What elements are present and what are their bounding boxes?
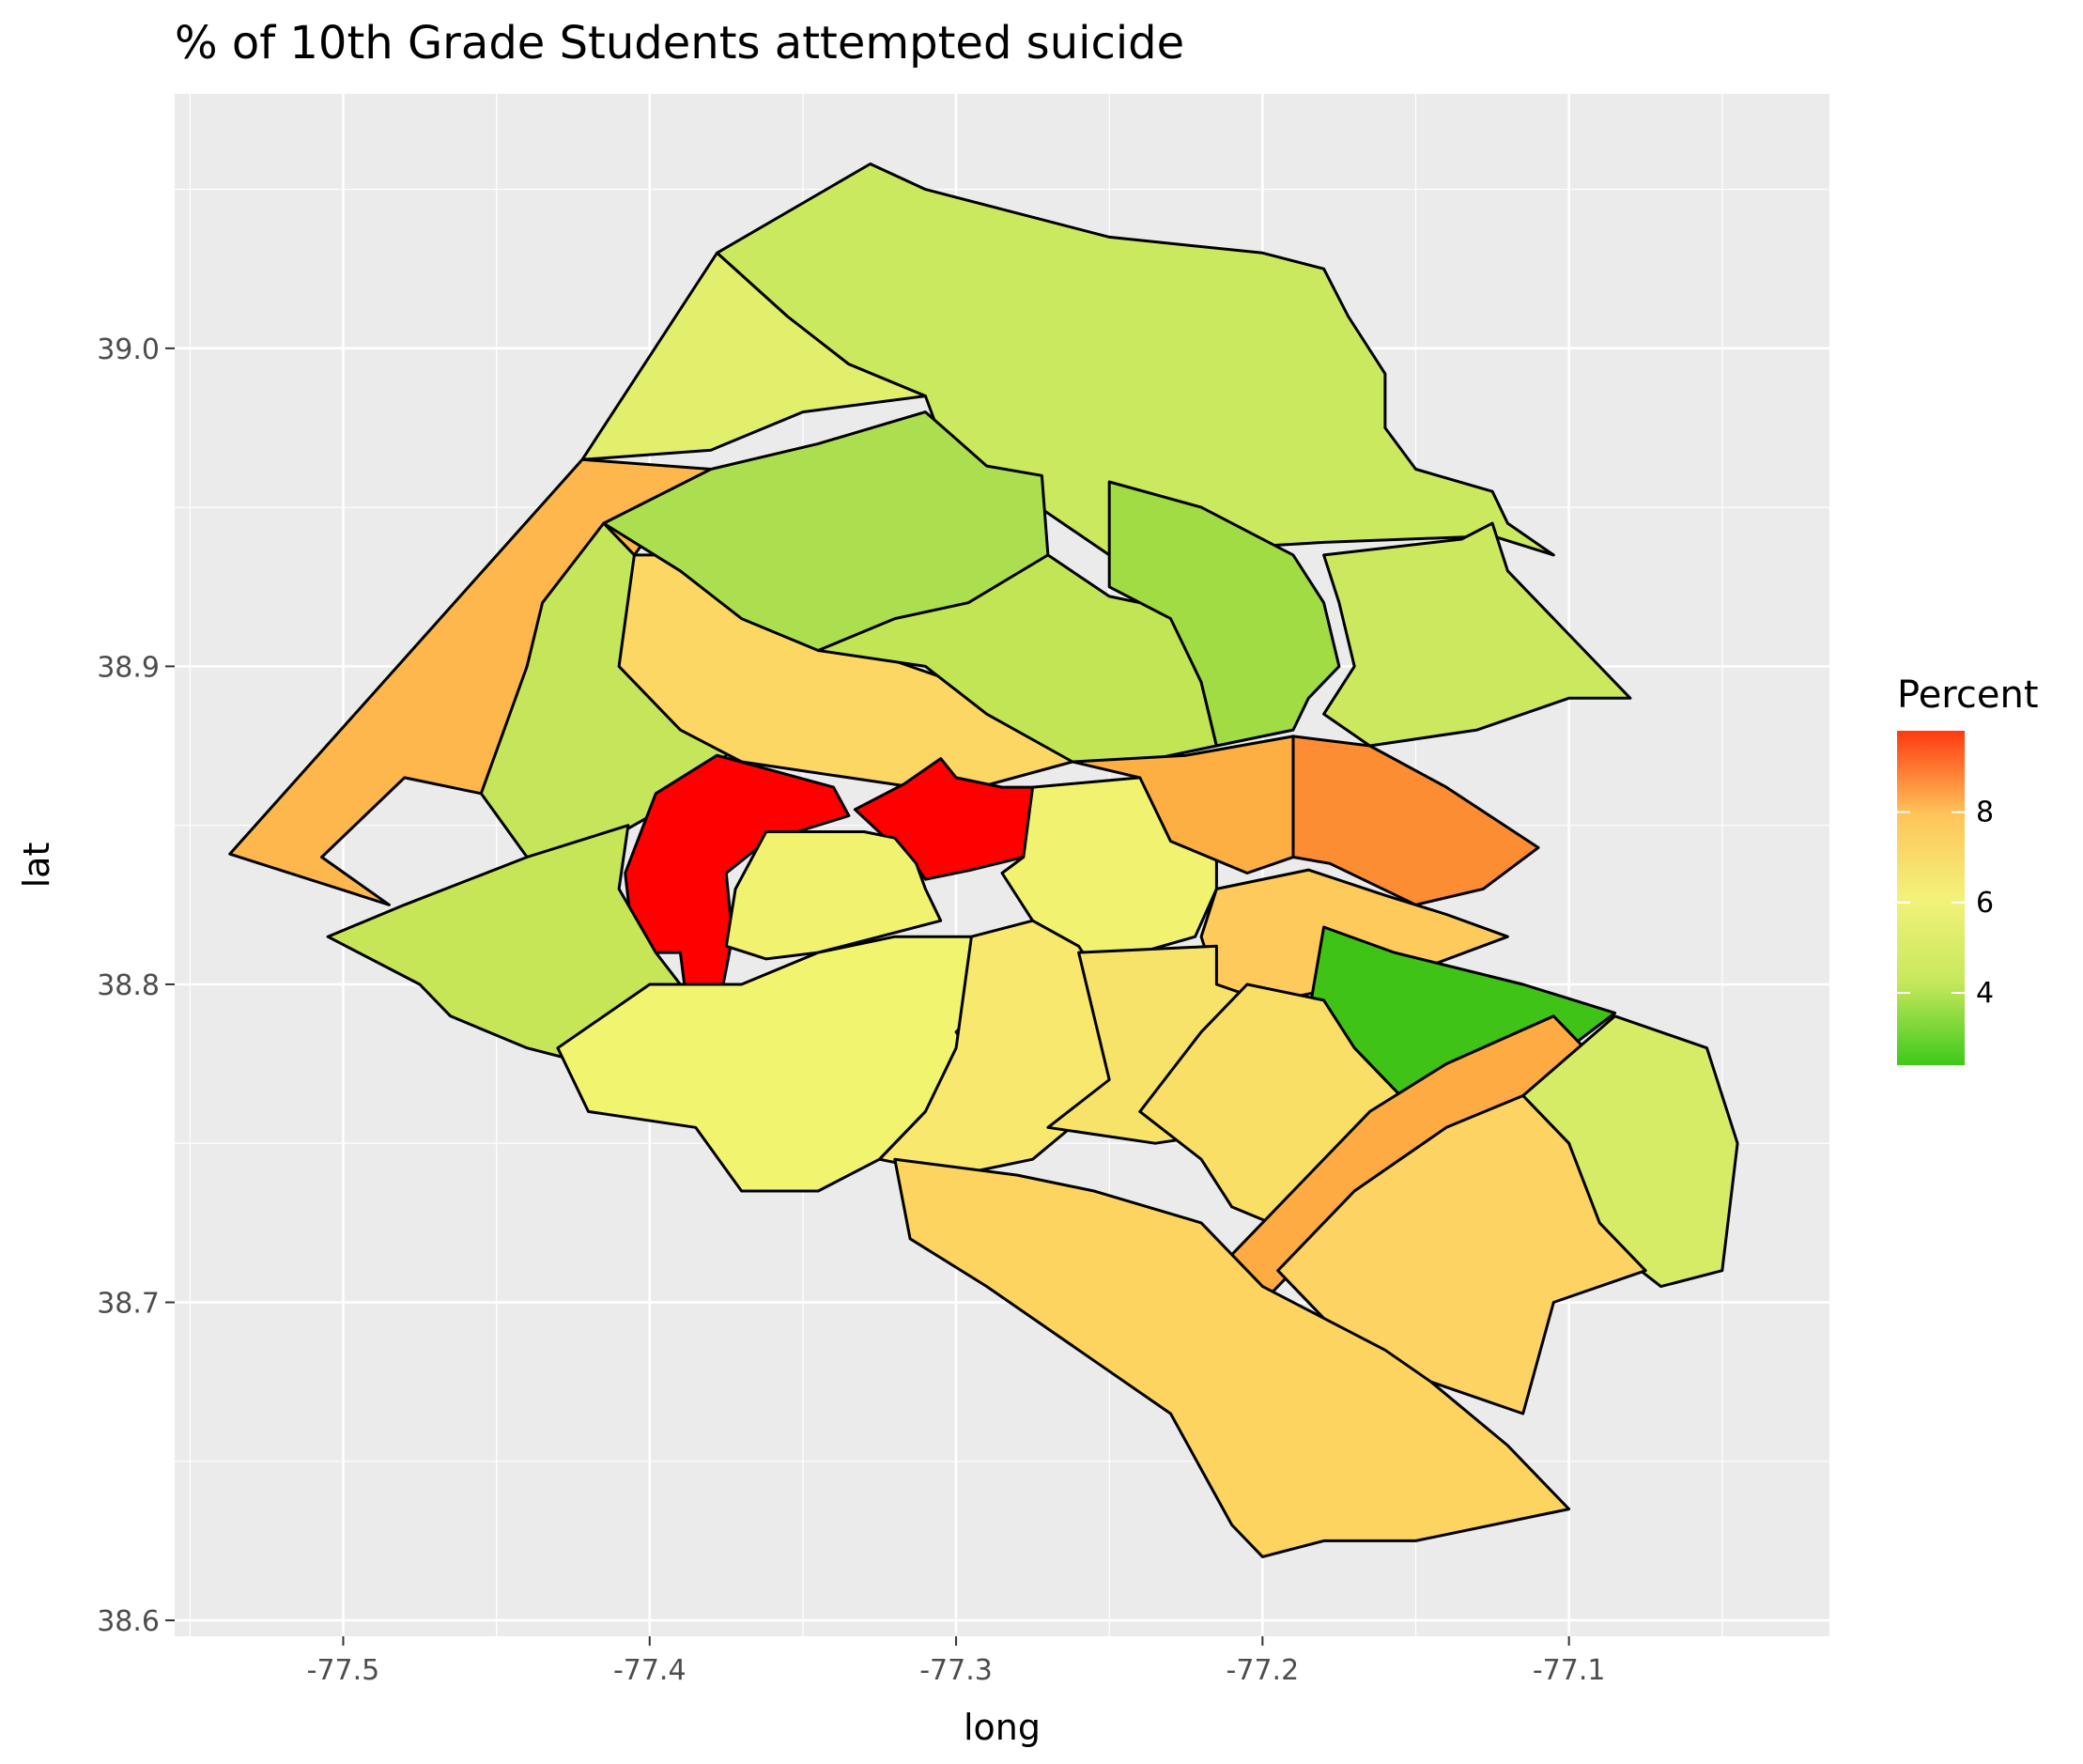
region-center-yellow-a <box>724 830 943 961</box>
region-north-mid-west <box>580 251 927 461</box>
y-axis-title: lat <box>16 843 57 889</box>
region-east-orange-b <box>1291 735 1540 906</box>
y-tick-label: 38.6 <box>97 1605 160 1638</box>
legend-colorbar <box>1897 731 1965 1065</box>
legend-tick-label: 4 <box>1976 977 1994 1010</box>
region-east-green-light <box>1322 521 1632 748</box>
y-tick-label: 38.9 <box>97 651 160 684</box>
legend-tick-label: 6 <box>1976 887 1994 920</box>
y-tick-label: 39.0 <box>97 333 160 366</box>
axes: -77.5 -77.4 -77.3 -77.2 -77.1 38.6 38.7 38.8 38.… <box>97 333 1605 1687</box>
region-south-center-yellow <box>878 919 1126 1177</box>
region-south-orange-a <box>1276 1094 1647 1416</box>
y-tick-label: 38.7 <box>97 1288 160 1321</box>
legend-tick-label: 8 <box>1976 797 1994 829</box>
x-tick-label: -77.3 <box>919 1654 993 1687</box>
y-tick-label: 38.8 <box>97 969 160 1002</box>
legend-ticks: 4 6 8 <box>1897 797 1994 1010</box>
legend: Percent 4 6 8 <box>1897 673 2039 1065</box>
x-tick-label: -77.2 <box>1227 1654 1300 1687</box>
region-north-center-green <box>816 553 1218 764</box>
x-tick-label: -77.4 <box>613 1654 687 1687</box>
region-northeast-green <box>1107 480 1341 748</box>
legend-title: Percent <box>1897 673 2039 717</box>
x-axis-title: long <box>964 1707 1041 1748</box>
x-tick-label: -77.5 <box>307 1654 380 1687</box>
chart-title: % of 10th Grade Students attempted suici… <box>175 17 1184 70</box>
region-south-orange-b <box>893 1157 1571 1558</box>
region-polygons <box>228 162 1739 1558</box>
x-tick-label: -77.1 <box>1533 1654 1606 1687</box>
